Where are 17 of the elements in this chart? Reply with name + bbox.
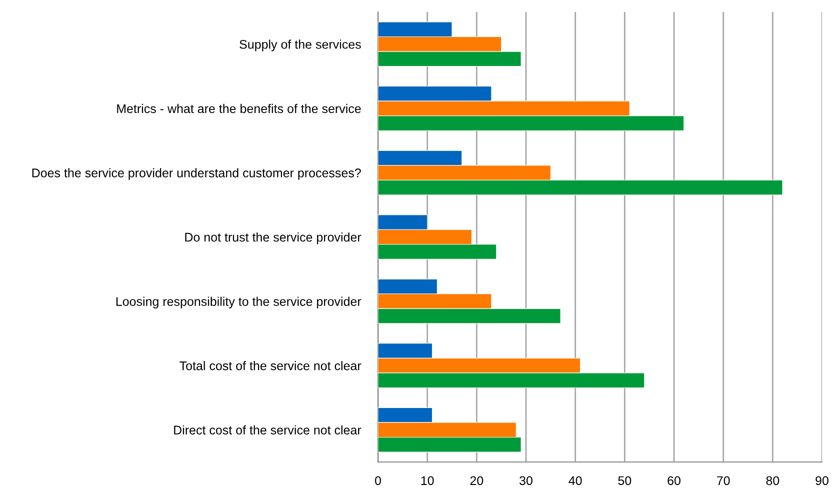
- x-tick-label: 0: [375, 476, 381, 486]
- x-tick-label: 40: [568, 476, 582, 486]
- y-tick-label: Does the service provider understand customer processes?: [32, 168, 361, 180]
- y-tick-label: Supply of the services: [240, 40, 361, 52]
- x-tick-label: 90: [816, 476, 828, 486]
- x-tick-label: 80: [766, 476, 780, 486]
- y-tick-label: Metrics - what are the benefits of the service: [117, 104, 361, 114]
- y-tick-label: Direct cost of the service not clear: [174, 425, 362, 435]
- y-tick-label: Loosing responsibility to the service provider: [116, 296, 362, 308]
- x-tick-label: 30: [520, 476, 532, 486]
- x-tick-label: 60: [668, 476, 680, 486]
- y-tick-label: Total cost of the service not clear: [180, 361, 362, 370]
- x-tick-label: 70: [717, 476, 730, 486]
- x-tick-label: 20: [470, 476, 484, 486]
- x-tick-label: 50: [618, 476, 632, 486]
- x-tick-label: 10: [421, 476, 434, 486]
- y-tick-label: Do not trust the service provider: [185, 232, 362, 244]
